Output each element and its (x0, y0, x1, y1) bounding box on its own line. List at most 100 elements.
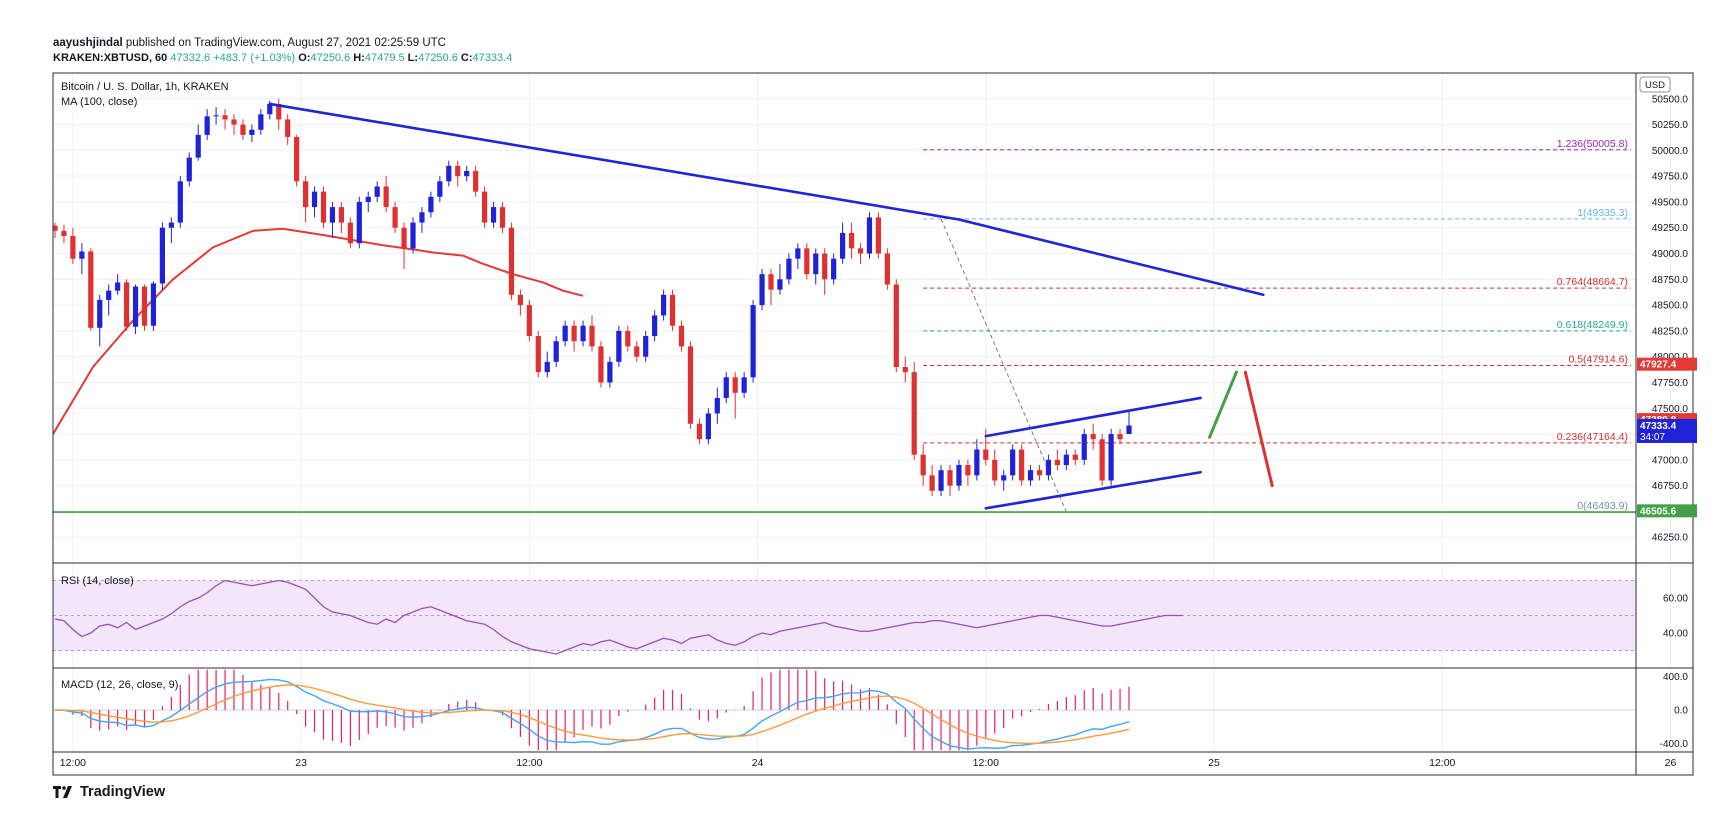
signal-line (54, 684, 1130, 745)
y-tick-label: 49000.0 (1652, 249, 1689, 260)
candle-body (106, 290, 112, 300)
high-value: 47479.5 (364, 52, 405, 64)
candle-body (750, 305, 756, 378)
candle-body (535, 336, 541, 373)
candle-body (482, 191, 488, 223)
candle-body (938, 470, 944, 491)
candle-body (526, 305, 532, 337)
rsi-pane (53, 579, 1636, 655)
chart-header: aayushjindal published on TradingView.co… (53, 36, 512, 66)
candle-body (848, 232, 855, 249)
candle-body (464, 171, 470, 177)
candle-body (866, 217, 873, 254)
fib-label: 0(46493.9) (1577, 500, 1628, 512)
price-tag (1637, 357, 1697, 371)
candle-body (983, 449, 989, 460)
candle-body (616, 330, 622, 362)
price-tag-value: 46505.6 (1640, 506, 1677, 517)
candle-body (831, 258, 837, 280)
candle-body (777, 279, 783, 290)
publish-info: published on TradingView.com, August 27,… (122, 37, 446, 49)
candle-body (643, 336, 649, 357)
price-tag (1637, 504, 1697, 518)
candle-body (1072, 454, 1078, 460)
candle-body (508, 227, 515, 295)
candle-body (311, 191, 318, 208)
candle-body (338, 207, 344, 223)
candle-body (276, 103, 282, 120)
close-value: 47333.4 (472, 52, 513, 64)
y-tick-label: 46750.0 (1652, 481, 1689, 492)
candle-body (625, 330, 631, 347)
x-tick-label: 26 (1665, 757, 1677, 769)
candle-body (1081, 434, 1087, 460)
candle-body (517, 294, 523, 306)
candle-body (875, 217, 881, 254)
x-tick-label: 12:00 (516, 757, 542, 769)
channel-line (984, 470, 1202, 510)
candle-body (294, 136, 300, 182)
fib-label: 0.764(48664.7) (1557, 276, 1628, 288)
candle-body (267, 103, 273, 115)
y-tick-label: 50000.0 (1652, 146, 1689, 157)
candle-body (320, 191, 327, 223)
price-axis[interactable]: 46250.046500.046750.047000.047250.047500… (1637, 94, 1697, 750)
candle-body (1126, 425, 1132, 435)
resistance-trendline (268, 102, 961, 221)
candle-body (705, 413, 711, 440)
price-tag (1637, 418, 1697, 443)
candle-body (1001, 475, 1007, 481)
candle-body (804, 248, 810, 275)
candle-body (607, 361, 613, 383)
candle-body (553, 341, 559, 362)
candle-body (473, 171, 479, 192)
candle-body (652, 315, 658, 337)
trendlines[interactable] (268, 102, 1265, 510)
candle-body (168, 222, 174, 228)
candle-body (1045, 459, 1052, 476)
candle-body (222, 115, 228, 120)
y-tick-label: 46250.0 (1652, 533, 1689, 544)
candle-body (634, 346, 640, 357)
candle-body (974, 449, 980, 476)
tradingview-logo-icon (53, 786, 72, 798)
y-tick-label: 47750.0 (1652, 378, 1689, 389)
fib-label: 0.5(47914.6) (1568, 353, 1628, 365)
y-tick-label: 48500.0 (1652, 301, 1689, 312)
x-tick-label: 12:00 (60, 757, 86, 769)
y-tick-label: 47500.0 (1652, 404, 1689, 415)
y-tick-label: 47000.0 (1652, 455, 1689, 466)
candle-body (1027, 470, 1034, 481)
candle-body (329, 207, 336, 223)
candle-body (195, 134, 201, 158)
fib-label: 1.236(50005.8) (1557, 138, 1628, 150)
candle-body (1010, 449, 1016, 476)
candle-body (956, 465, 962, 486)
candle-body (562, 325, 568, 342)
rsi-line (54, 579, 1183, 655)
x-tick-label: 12:00 (973, 757, 999, 769)
channel-line (984, 396, 1202, 438)
candle-body (204, 116, 210, 135)
ma-100-path (52, 227, 584, 435)
candle-body (1036, 470, 1043, 476)
rsi-tick-label: 60.00 (1663, 594, 1688, 605)
candle-body (249, 129, 255, 135)
candle-body (911, 372, 917, 455)
currency-badge[interactable] (1639, 76, 1671, 93)
candle-body (437, 181, 443, 197)
horizontal-levels[interactable] (53, 364, 1636, 513)
candle-body (499, 207, 506, 228)
candle-body (115, 282, 121, 291)
candle-body (580, 325, 586, 342)
candle-body (61, 230, 67, 236)
time-axis[interactable]: 12:002312:002412:002512:002612:002712:00… (60, 757, 1734, 769)
candle-body (141, 286, 148, 326)
fib-retracement[interactable]: 1.236(50005.8) 1(49335.3) 0.764(48664.7) 0.… (923, 138, 1631, 513)
publisher-name[interactable]: aayushjindal (53, 37, 123, 49)
candles (52, 98, 1132, 496)
candle-body (347, 222, 353, 244)
candle-body (813, 253, 819, 275)
candle-body (1054, 459, 1060, 465)
